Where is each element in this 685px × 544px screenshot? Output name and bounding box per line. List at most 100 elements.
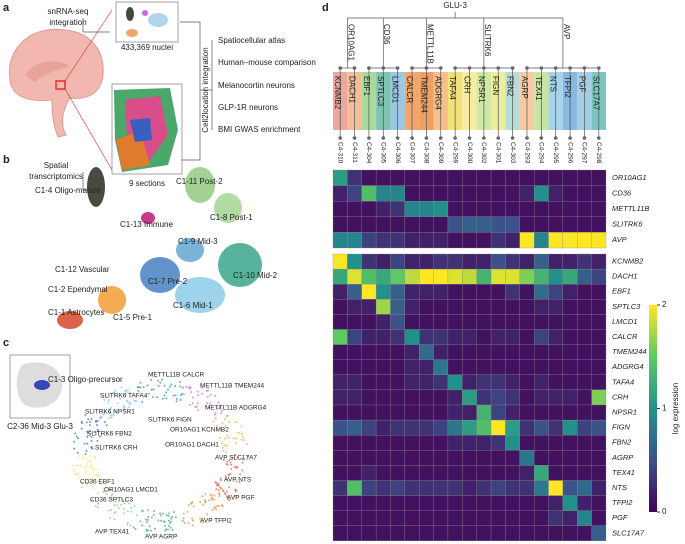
heatmap-cell [332, 253, 348, 270]
point [192, 524, 195, 527]
point [235, 421, 238, 424]
point [224, 493, 227, 496]
point [246, 455, 249, 458]
heatmap-cell [433, 435, 449, 451]
point [130, 510, 133, 513]
cluster-label: C1-7 Pre-2 [148, 277, 188, 286]
point [94, 505, 97, 508]
point [234, 488, 237, 491]
point [129, 402, 132, 405]
heatmap-cell [447, 450, 463, 466]
heatmap-cell [534, 268, 549, 285]
point [223, 444, 226, 447]
heatmap-cell [462, 495, 477, 511]
heatmap-cell [505, 465, 520, 481]
point [179, 398, 182, 401]
heatmap-cell [433, 185, 449, 202]
point [222, 458, 225, 461]
point [216, 424, 219, 427]
heatmap-cell [375, 419, 391, 436]
point [82, 455, 85, 458]
heatmap-cell [390, 450, 405, 466]
point [141, 510, 144, 513]
cluster-label: OR10AG1 KCNMB2 [170, 427, 229, 434]
heatmap-cell [419, 525, 434, 542]
row-label: EBF1 [612, 287, 631, 296]
point [222, 449, 225, 452]
heatmap-cell [490, 314, 506, 330]
point [159, 514, 162, 517]
heatmap-cell [462, 510, 477, 526]
heatmap-cell [577, 450, 592, 466]
leaf-node [482, 66, 486, 70]
point [209, 393, 212, 396]
point [228, 459, 231, 462]
row-label: LMCD1 [612, 317, 637, 326]
heatmap-cell [577, 253, 592, 270]
point [120, 386, 123, 389]
heatmap-cell [519, 389, 535, 406]
point [110, 508, 113, 511]
point [113, 410, 116, 413]
point [73, 447, 76, 450]
point [196, 405, 199, 408]
heatmap-cell [476, 359, 492, 375]
heatmap-cell [390, 465, 405, 481]
heatmap-cell [490, 419, 506, 436]
point [174, 385, 177, 388]
point [108, 416, 111, 419]
point [124, 394, 127, 397]
point [182, 517, 185, 520]
heatmap-cell [534, 510, 549, 526]
point [182, 386, 185, 389]
point [102, 490, 105, 493]
heatmap-cell [433, 253, 449, 270]
cluster-label: OR10AG1 LMCD1 [104, 487, 158, 494]
heatmap-cell [591, 284, 607, 300]
root-label: GLU-3 [443, 1, 467, 10]
point [128, 405, 131, 408]
cluster-label: SLITRK6 FIGN [148, 417, 192, 424]
heatmap-cell [490, 495, 506, 511]
heatmap-cell [505, 389, 520, 406]
heatmap-cell [361, 510, 377, 526]
cluster-label: C1-13 Immune [120, 220, 173, 229]
point [221, 428, 224, 431]
point [227, 473, 230, 476]
heatmap-cell [476, 435, 492, 451]
heatmap-cell [361, 404, 377, 421]
leaf-node [525, 136, 529, 140]
heatmap-cell [577, 185, 592, 202]
point [232, 437, 235, 440]
point [156, 396, 159, 399]
heatmap-cell [419, 465, 434, 481]
point [204, 492, 207, 495]
heatmap-cell [490, 185, 506, 202]
point [221, 422, 224, 425]
heatmap-cell [347, 344, 362, 360]
output: Human–mouse comparison [218, 58, 316, 67]
point [192, 505, 195, 508]
point [223, 418, 226, 421]
cluster-label: METTL11B CALCR [148, 372, 205, 379]
cluster-label: C1-1 Astrocytes [48, 308, 104, 317]
row-label: METTL11B [612, 204, 649, 213]
heatmap-cell [591, 435, 607, 451]
point [96, 430, 99, 433]
point [157, 384, 160, 387]
leaf-node [510, 66, 515, 70]
point [105, 424, 108, 427]
point [191, 396, 194, 399]
heatmap-cell [404, 344, 420, 360]
point [200, 392, 203, 395]
heatmap-cell [490, 465, 506, 481]
point [147, 392, 150, 395]
heatmap-cell [347, 374, 362, 391]
heatmap-cell [505, 495, 520, 511]
heatmap-cell [519, 480, 535, 496]
point [240, 425, 243, 428]
point [191, 519, 194, 522]
point [74, 432, 77, 435]
heatmap-cell [534, 232, 549, 249]
